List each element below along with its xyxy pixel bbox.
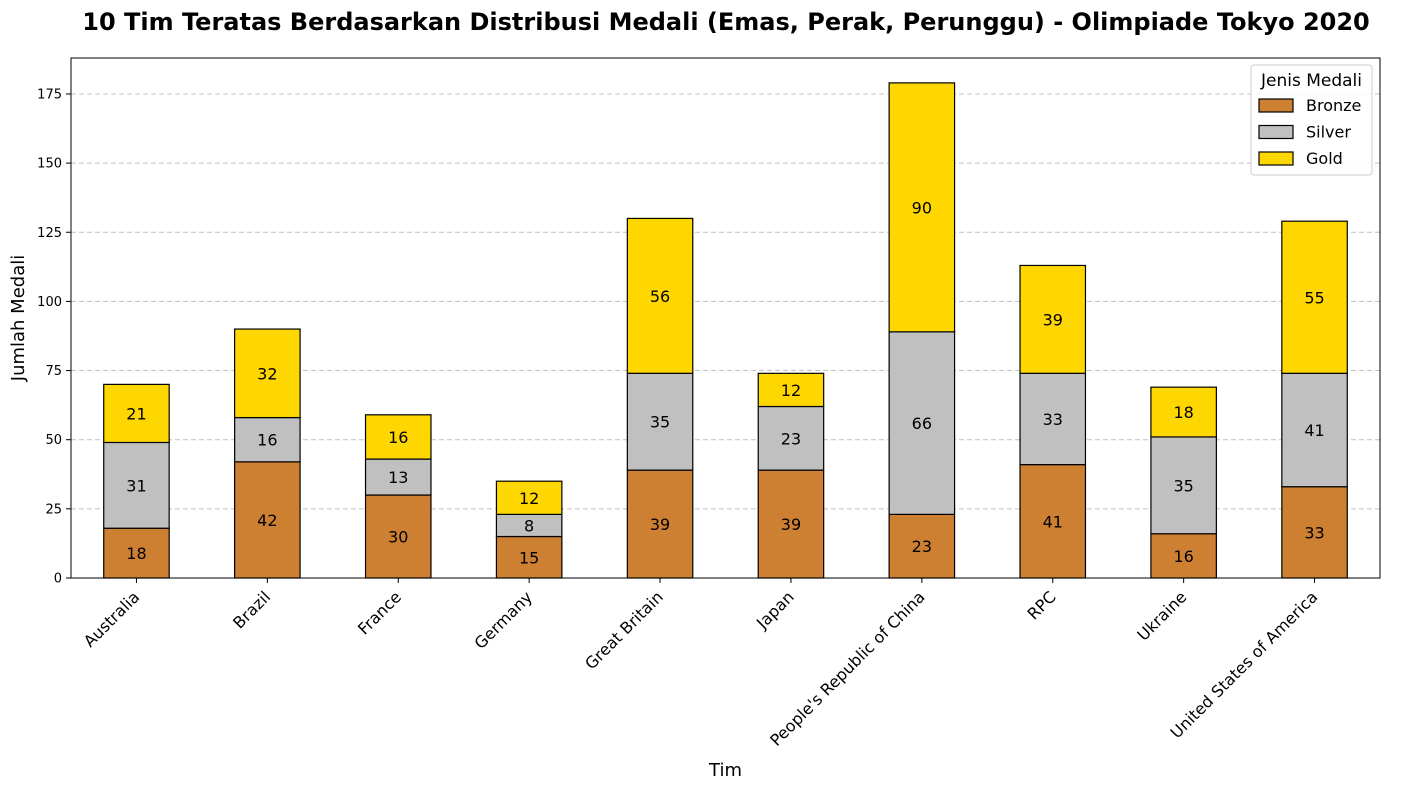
legend-title: Jenis Medali <box>1260 71 1362 91</box>
data-label: 31 <box>126 476 146 495</box>
bar-gold-1 <box>234 328 301 419</box>
x-tick-label: Germany <box>471 587 536 652</box>
data-label: 39 <box>781 515 801 534</box>
bar-silver-4 <box>626 372 694 471</box>
data-label: 15 <box>519 548 539 567</box>
y-tick-label: 0 <box>54 572 62 587</box>
legend-swatch-gold <box>1258 151 1294 166</box>
plot-area-frame <box>70 57 1381 579</box>
legend: Jenis Medali Bronze Silver Gold <box>1250 64 1373 176</box>
data-label: 12 <box>781 381 801 400</box>
bar-silver-7 <box>1019 372 1087 466</box>
bar-silver-6 <box>888 331 956 515</box>
y-tick-label: 50 <box>45 433 62 448</box>
bar-bronze-6 <box>888 513 956 579</box>
legend-swatch-bronze <box>1258 98 1294 113</box>
data-label: 18 <box>126 544 146 563</box>
data-label: 35 <box>1173 476 1193 495</box>
bar-gold-8 <box>1150 386 1217 438</box>
data-label: 33 <box>1304 523 1324 542</box>
data-label: 42 <box>257 511 277 530</box>
bar-gold-3 <box>495 480 563 515</box>
chart-title: 10 Tim Teratas Berdasarkan Distribusi Me… <box>82 8 1369 36</box>
data-label: 41 <box>1304 421 1324 440</box>
data-label: 33 <box>1043 410 1063 429</box>
data-label: 12 <box>519 489 539 508</box>
bar-bronze-7 <box>1019 463 1087 579</box>
legend-label-bronze: Bronze <box>1306 96 1361 115</box>
data-labels: 18 31 21 42 16 32 30 13 16 15 8 12 39 35 56 39 23 12 23 66 9… <box>126 198 1324 567</box>
legend-label-gold: Gold <box>1306 149 1343 168</box>
x-tick-label: Australia <box>80 587 143 650</box>
legend-box <box>1250 64 1373 176</box>
bar-gold-4 <box>626 217 694 374</box>
x-tick-label: People's Republic of China <box>766 587 928 749</box>
y-tick-label: 150 <box>37 157 62 172</box>
bar-silver-0 <box>103 441 170 529</box>
data-label: 66 <box>912 414 932 433</box>
bar-bronze-4 <box>626 469 694 579</box>
bar-gold-6 <box>888 82 956 333</box>
bar-gold-2 <box>364 414 432 460</box>
bar-silver-9 <box>1281 372 1348 488</box>
y-tick-label: 25 <box>45 502 62 517</box>
data-label: 16 <box>1173 547 1193 566</box>
x-tick-label: RPC <box>1024 587 1060 623</box>
data-label: 39 <box>1043 310 1063 329</box>
data-label: 55 <box>1304 288 1324 307</box>
bar-silver-1 <box>234 416 301 463</box>
x-axis-label: Tim <box>708 760 742 781</box>
bar-gold-7 <box>1019 264 1087 374</box>
data-label: 90 <box>912 198 932 217</box>
bar-bronze-9 <box>1281 486 1348 579</box>
data-label: 18 <box>1173 403 1193 422</box>
bar-silver-8 <box>1150 436 1217 535</box>
x-tick-label: France <box>354 587 405 638</box>
y-tick-label: 125 <box>37 226 62 241</box>
legend-label-silver: Silver <box>1306 123 1351 142</box>
data-label: 21 <box>126 404 146 423</box>
bar-bronze-8 <box>1150 533 1217 579</box>
bar-bronze-3 <box>495 535 563 579</box>
x-tick-label: United States of America <box>1167 587 1322 742</box>
y-tick-label: 75 <box>45 364 62 379</box>
bar-gold-5 <box>757 372 825 408</box>
y-axis: 0 25 50 75 100 125 150 175 <box>37 87 71 587</box>
bar-silver-5 <box>757 405 825 471</box>
bar-gold-0 <box>103 383 170 444</box>
x-tick-label: Ukraine <box>1133 587 1190 644</box>
data-label: 39 <box>650 515 670 534</box>
x-tick-label: Brazil <box>229 587 274 632</box>
y-tick-label: 175 <box>37 87 62 102</box>
bar-gold-9 <box>1281 220 1348 374</box>
data-label: 23 <box>912 537 932 556</box>
bar-bronze-0 <box>103 527 170 579</box>
x-axis: Australia Brazil France Germany Great Britai… <box>80 578 1322 750</box>
data-label: 8 <box>524 516 534 535</box>
data-label: 41 <box>1043 512 1063 531</box>
bars <box>103 82 1348 579</box>
data-label: 56 <box>650 287 670 306</box>
x-tick-label: Japan <box>752 587 798 633</box>
data-label: 23 <box>781 429 801 448</box>
y-tick-label: 100 <box>37 295 62 310</box>
data-label: 30 <box>388 528 408 547</box>
x-tick-label: Great Britain <box>581 587 667 673</box>
data-label: 35 <box>650 413 670 432</box>
data-label: 32 <box>257 364 277 383</box>
data-label: 16 <box>388 428 408 447</box>
data-label: 13 <box>388 468 408 487</box>
y-axis-label: Jumlah Medali <box>8 255 29 382</box>
legend-swatch-silver <box>1258 124 1294 140</box>
bar-bronze-2 <box>364 494 432 579</box>
data-label: 16 <box>257 431 277 450</box>
